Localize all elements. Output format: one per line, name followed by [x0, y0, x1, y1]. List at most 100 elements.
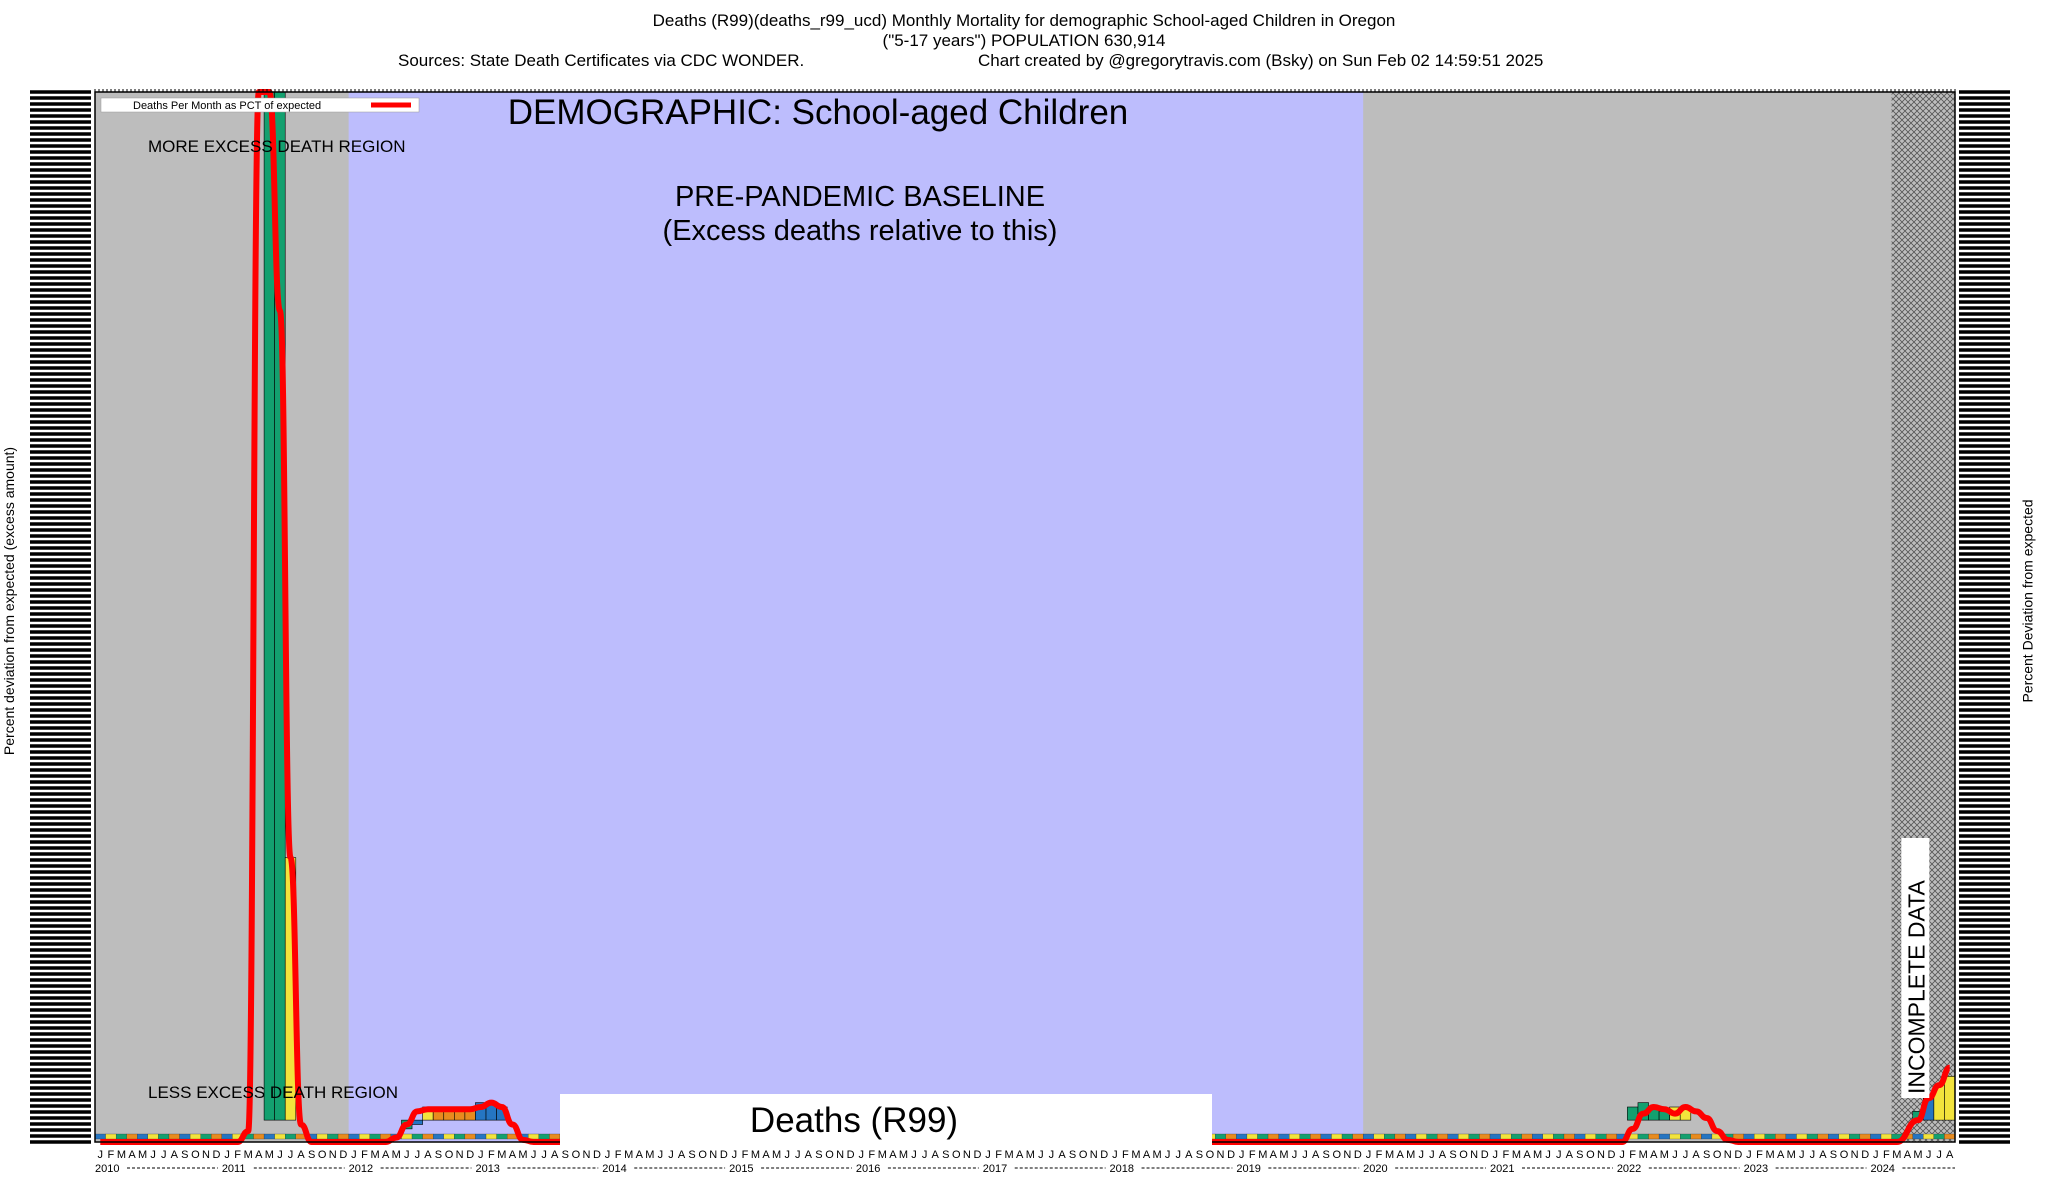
year-tick-label: 2016: [856, 1163, 880, 1175]
year-tick-label: 2022: [1617, 1163, 1641, 1175]
month-tick-label: J: [922, 1149, 928, 1161]
year-tick-label: 2018: [1110, 1163, 1134, 1175]
month-tick-label: S: [1703, 1149, 1710, 1161]
month-tick-label: A: [1523, 1149, 1531, 1161]
year-tick-label: 2012: [349, 1163, 373, 1175]
baseline-strip-cell: [1701, 1133, 1713, 1140]
year-tick-label: 2021: [1490, 1163, 1514, 1175]
baseline-strip-cell: [126, 1133, 138, 1140]
month-tick-label: A: [1819, 1149, 1827, 1161]
month-tick-label: J: [1366, 1149, 1372, 1161]
baseline-strip-cell: [1944, 1133, 1956, 1140]
baseline-strip-cell: [1299, 1133, 1311, 1140]
month-tick-label: M: [1787, 1149, 1796, 1161]
month-tick-label: M: [1892, 1149, 1901, 1161]
month-tick-label: M: [1258, 1149, 1267, 1161]
month-tick-label: F: [361, 1149, 368, 1161]
year-tick-label: 2017: [983, 1163, 1007, 1175]
month-tick-label: O: [698, 1149, 707, 1161]
month-tick-label: A: [1904, 1149, 1912, 1161]
baseline-strip-cell: [433, 1133, 444, 1140]
baseline-strip-cell: [137, 1133, 148, 1140]
baseline-strip-cell: [158, 1133, 170, 1140]
month-tick-label: M: [1660, 1149, 1669, 1161]
baseline-strip-cell: [1732, 1133, 1744, 1140]
month-tick-label: M: [1512, 1149, 1521, 1161]
baseline-strip-cell: [1754, 1133, 1765, 1140]
month-tick-label: O: [1459, 1149, 1468, 1161]
baseline-strip-cell: [189, 1133, 201, 1140]
year-tick-label: 2013: [475, 1163, 499, 1175]
month-tick-label: N: [329, 1149, 337, 1161]
month-tick-label: J: [1175, 1149, 1181, 1161]
month-tick-label: A: [1566, 1149, 1574, 1161]
year-tick-label: 2023: [1744, 1163, 1768, 1175]
month-tick-label: J: [1936, 1149, 1942, 1161]
month-tick-label: S: [562, 1149, 569, 1161]
baseline-strip-cell: [1373, 1133, 1385, 1140]
baseline-strip-cell: [1584, 1133, 1596, 1140]
month-tick-label: D: [1227, 1149, 1235, 1161]
baseline-strip-cell: [422, 1133, 434, 1140]
month-tick-label: A: [1692, 1149, 1700, 1161]
baseline-strip-cell: [1669, 1133, 1681, 1140]
baseline-strip-cell: [496, 1133, 508, 1140]
baseline-strip-cell: [1489, 1133, 1501, 1140]
baseline-strip-cell: [1437, 1133, 1448, 1140]
year-tick-label: 2024: [1870, 1163, 1894, 1175]
baseline-strip-cell: [253, 1133, 265, 1140]
month-tick-label: J: [404, 1149, 410, 1161]
more-excess-region-label: MORE EXCESS DEATH REGION: [148, 137, 406, 156]
month-tick-label: J: [161, 1149, 167, 1161]
baseline-strip-cell: [274, 1133, 286, 1140]
year-tick-label: 2015: [729, 1163, 753, 1175]
month-tick-label: A: [931, 1149, 939, 1161]
month-tick-label: S: [1196, 1149, 1203, 1161]
baseline-strip-cell: [221, 1133, 233, 1140]
baseline-strip-cell: [1923, 1133, 1935, 1140]
month-tick-label: J: [415, 1149, 421, 1161]
baseline-strip-cell: [1521, 1133, 1533, 1140]
month-tick-label: M: [1279, 1149, 1288, 1161]
month-tick-label: A: [1143, 1149, 1151, 1161]
month-tick-label: M: [392, 1149, 401, 1161]
month-tick-label: A: [1650, 1149, 1658, 1161]
month-tick-label: J: [858, 1149, 864, 1161]
month-tick-label: D: [720, 1149, 728, 1161]
month-tick-label: A: [551, 1149, 559, 1161]
baseline-strip-cell: [1637, 1133, 1649, 1140]
month-tick-label: D: [1354, 1149, 1362, 1161]
month-tick-label: J: [351, 1149, 357, 1161]
month-tick-label: N: [1217, 1149, 1225, 1161]
month-tick-label: A: [1185, 1149, 1193, 1161]
baseline-strip-cell: [1595, 1133, 1607, 1140]
month-tick-label: A: [889, 1149, 897, 1161]
legend-label: Deaths Per Month as PCT of expected: [133, 100, 321, 112]
month-tick-label: O: [1840, 1149, 1849, 1161]
month-tick-label: D: [593, 1149, 601, 1161]
month-tick-label: J: [1292, 1149, 1298, 1161]
baseline-strip-cell: [538, 1133, 550, 1140]
baseline-strip-cell: [200, 1133, 212, 1140]
month-tick-label: F: [1629, 1149, 1636, 1161]
baseline-subtitle: (Excess deaths relative to this): [663, 215, 1058, 247]
month-tick-label: N: [1724, 1149, 1732, 1161]
month-tick-label: M: [1005, 1149, 1014, 1161]
baseline-strip-cell: [1870, 1133, 1882, 1140]
baseline-strip-cell: [348, 1133, 360, 1140]
year-tick-label: 2010: [95, 1163, 119, 1175]
month-tick-label: J: [1049, 1149, 1055, 1161]
month-tick-label: D: [1481, 1149, 1489, 1161]
month-tick-label: J: [1683, 1149, 1689, 1161]
month-tick-label: D: [1100, 1149, 1108, 1161]
month-tick-label: O: [445, 1149, 454, 1161]
bottom-label: Deaths (R99): [750, 1101, 958, 1140]
month-tick-label: J: [1810, 1149, 1816, 1161]
month-tick-label: M: [772, 1149, 781, 1161]
month-tick-label: S: [1830, 1149, 1837, 1161]
month-tick-label: F: [1376, 1149, 1383, 1161]
month-tick-label: J: [1873, 1149, 1879, 1161]
month-tick-label: J: [1672, 1149, 1678, 1161]
baseline-strip-cell: [475, 1133, 487, 1140]
baseline-strip-cell: [1426, 1133, 1438, 1140]
